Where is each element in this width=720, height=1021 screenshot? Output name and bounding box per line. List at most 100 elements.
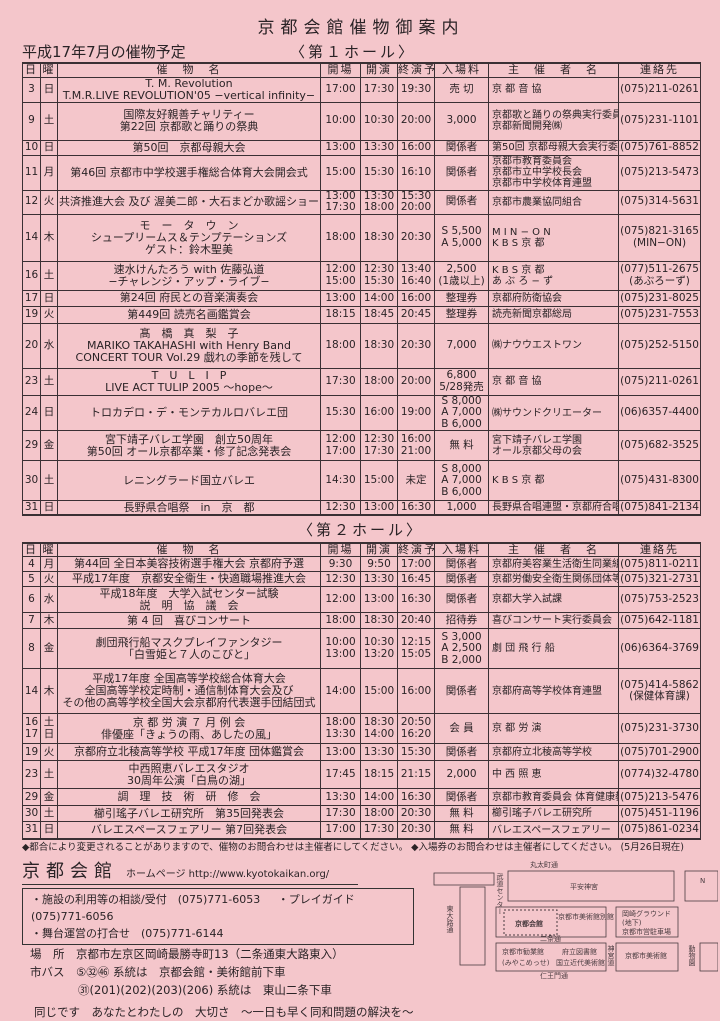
fee-line: 関係者 [445,557,478,570]
cell-fee: 関係者 [434,154,489,191]
cell-tel: (075)231-3730 [618,713,701,745]
cell-tel: (075)211-0261 [618,76,701,103]
cell-title: 第 4 回 喜びコンサート [57,612,321,630]
day-line: 4 [28,557,35,570]
cell-tel: (06)6357-4400 [618,394,701,432]
fee-line: 2,500 [446,263,477,276]
venue-name: 京都会館 [22,860,118,882]
wd-line: 土 [43,474,55,487]
event-row: 8 金劇団飛行船マスクプレイファンタジー 「白雪姫と７人のこびと」 10:00 13:0… [22,628,701,670]
tel-line: (075)811-0211 [620,557,699,570]
tel-line: (075)231-1101 [620,114,699,127]
start-line: 10:30 [363,114,395,127]
cell-title: 劇団飛行船マスクプレイファンタジー 「白雪姫と７人のこびと」 [57,628,321,670]
cell-fee: S 8,000 A 7,000 B 6,000 [434,394,489,432]
open-line: 18:00 [325,716,356,729]
map-label: 二条通 [540,934,561,943]
cell-open: 13:00 17:30 [320,189,361,215]
title-line: 第22回 京都歌と踊りの祭典 [119,120,259,134]
bus-info-2: ㉛(201)(202)(203)(206) 系統は 東山二条下車 [78,982,332,997]
wd-line: 火 [43,308,55,320]
end-line: 12:15 [400,636,432,649]
start-line: 18:00 [363,807,395,820]
org-line: オール京都父母の会 [492,445,582,457]
end-line: 16:00 [400,433,432,446]
venue-info: 京都会館 ホームページ http://www.kyotokaikan.org/ … [22,857,430,1021]
cell-start: 14:00 [360,788,398,807]
fee-line: 関係者 [445,165,478,178]
tel-line: (077)511-2675 [620,263,699,276]
cell-fee: 関係者 [434,668,489,715]
org-line: 京都大学入試課 [492,594,562,606]
day-line: 17 [24,727,39,740]
title-line: T.M.R.LIVE REVOLUTION'05 −vertical infin… [62,88,316,102]
cell-end: 未定 [397,460,435,502]
cell-day: 4 [22,556,41,573]
column-header: 日 [22,62,41,78]
cell-end: 19:00 [397,394,435,432]
fee-line: S 8,000 [441,462,482,475]
cell-wd: 土 [40,101,58,141]
cell-tel: (075)213-5473 [618,154,701,191]
cell-org: 京都市教育委員会 体育健康教育室 [488,788,619,807]
cell-wd: 日 [40,289,58,307]
cell-title: 速水けんたろう with 佐藤弘道 −チャレンジ・アップ・ライブ− [57,260,321,291]
end-line: 20:00 [400,201,432,214]
cell-wd: 土 [40,805,58,823]
cell-open: 12:00 15:00 [320,260,361,291]
open-line: 13:00 [325,140,356,153]
title-line: −チャレンジ・アップ・ライブ− [108,274,270,288]
cell-tel: (075)231-8025 [618,289,701,307]
cell-end: 20:30 [397,805,435,823]
start-line: 13:30 [363,140,395,153]
day-line: 7 [28,614,35,627]
start-line: 14:00 [363,727,395,740]
wd-line: 日 [43,727,55,740]
map-label: 丸太町通 [530,861,558,869]
column-header: 入場料 [434,62,489,78]
start-line: 13:30 [363,745,395,758]
cell-open: 17:00 [320,76,361,103]
cell-tel: (075)314-5631 [618,189,701,215]
cell-start: 13:30 [360,139,398,156]
org-line: あ ぶ ろ − ず [492,275,554,287]
cell-fee: 1,000 [434,500,489,516]
cell-org: 京 都 労 演 [488,713,619,745]
cell-day: 17 [22,289,41,307]
org-line: 京都新聞開発㈱ [492,121,562,133]
title-line: T U L I P [151,368,227,382]
open-line: 9:30 [328,557,353,570]
wd-line: 日 [43,823,55,836]
cell-org: ㈱ナウウエストワン [488,322,619,369]
cell-org: 京都市教育委員会 京都市立中学校長会 京都市中学校体育連盟 [488,154,619,191]
org-line: 京都市立中学校長会 [492,167,582,179]
cell-end: 15:30 20:00 [397,189,435,215]
cell-wd: 木 [40,612,58,630]
cell-title: 平成18年度 大学入試センター試験説 明 協 議 会 [57,586,321,614]
cell-tel: (075)431-8300 [618,460,701,502]
start-line: 10:30 [363,636,395,649]
open-line: 13:30 [325,790,356,803]
wd-line: 水 [43,339,55,351]
event-row: 6 水平成18年度 大学入試センター試験説 明 協 議 会 12:00 13:00 16… [22,586,701,614]
wd-line: 土 [43,768,55,781]
org-line: 京都府立北稜高等学校 [492,746,592,758]
tel-line: (075)231-3730 [620,722,699,735]
fee-line: A 7,000 [441,406,482,419]
cell-end: 13:40 16:40 [397,260,435,291]
open-line: 17:30 [325,375,356,387]
cell-open: 12:00 [320,586,361,614]
fee-line: 無 料 [449,439,474,452]
cell-org: K B S 京 都あ ぶ ろ − ず [488,260,619,291]
org-line: 京都歌と踊りの祭典実行委員会 [492,110,619,122]
wd-line: 火 [43,745,55,758]
tel-line: (あぶろーず) [629,274,690,287]
cell-title: 長野県合唱祭 in 京 都 [57,500,321,516]
day-line: 11 [24,165,39,178]
day-line: 8 [28,642,35,655]
end-line: 20:45 [400,308,432,320]
cell-title: レニングラード国立バレエ [57,460,321,502]
homepage-link[interactable]: ホームページ http://www.kyotokaikan.org/ [126,868,330,880]
